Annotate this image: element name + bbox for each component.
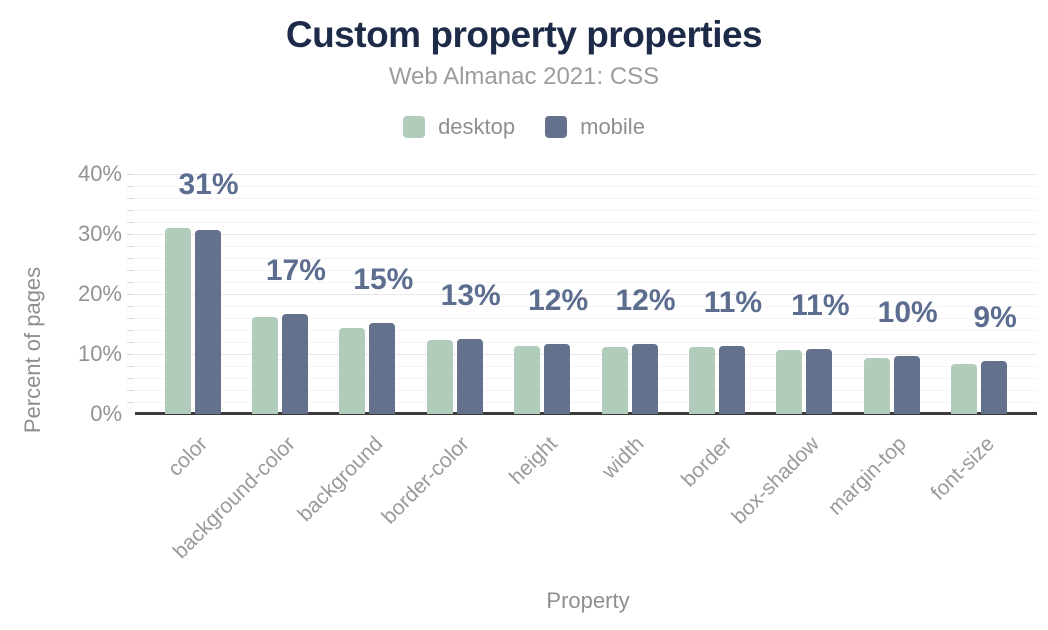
mobile-bar bbox=[981, 361, 1008, 414]
x-tick-label: height bbox=[504, 432, 562, 490]
mobile-bar bbox=[544, 343, 571, 414]
data-label: 11% bbox=[791, 288, 850, 322]
data-label: 12% bbox=[528, 283, 589, 317]
chart-title: Custom property properties bbox=[285, 14, 763, 55]
minor-gridline bbox=[135, 198, 1037, 199]
y-tick-label: 30% bbox=[77, 221, 122, 246]
y-axis-tick bbox=[127, 234, 134, 235]
y-axis-tick bbox=[127, 174, 134, 175]
mobile-bar bbox=[369, 322, 396, 414]
data-label: 13% bbox=[440, 279, 501, 312]
mobile-swatch-icon bbox=[545, 116, 568, 138]
y-axis-tick bbox=[127, 222, 134, 223]
desktop-bar bbox=[164, 228, 191, 414]
mobile-bar bbox=[631, 343, 658, 414]
mobile-bar bbox=[718, 346, 745, 414]
minor-gridline bbox=[135, 210, 1037, 211]
x-tick-label: color bbox=[163, 432, 213, 481]
minor-gridline bbox=[135, 222, 1037, 223]
legend-label-desktop: desktop bbox=[438, 114, 516, 139]
y-axis-tick bbox=[127, 258, 134, 259]
data-label: 9% bbox=[973, 301, 1017, 335]
y-axis-tick bbox=[127, 342, 134, 343]
mobile-bar bbox=[806, 348, 833, 414]
y-axis-tick bbox=[127, 390, 134, 391]
minor-gridline bbox=[135, 306, 1037, 307]
data-label: 15% bbox=[353, 262, 414, 296]
minor-gridline bbox=[135, 246, 1037, 247]
y-axis-tick bbox=[127, 366, 134, 367]
minor-gridline bbox=[135, 342, 1037, 343]
mobile-bar bbox=[893, 355, 920, 414]
mobile-bar bbox=[281, 313, 308, 414]
y-tick-label: 20% bbox=[77, 281, 122, 306]
minor-gridline bbox=[135, 378, 1037, 379]
legend-item-mobile[interactable]: mobile bbox=[545, 114, 645, 140]
desktop-bar bbox=[951, 363, 978, 414]
minor-gridline bbox=[135, 366, 1037, 367]
mobile-bar bbox=[194, 229, 221, 414]
desktop-bar bbox=[863, 357, 890, 414]
major-gridline bbox=[135, 234, 1037, 235]
data-label: 10% bbox=[877, 295, 938, 329]
minor-gridline bbox=[135, 270, 1037, 271]
y-axis-tick bbox=[127, 306, 134, 307]
legend: desktop mobile bbox=[0, 114, 1048, 140]
y-axis-tick bbox=[127, 198, 134, 199]
x-tick-label: font-size bbox=[926, 432, 999, 505]
data-label: 17% bbox=[265, 253, 326, 287]
y-tick-label: 0% bbox=[90, 401, 122, 426]
y-tick-label: 40% bbox=[77, 161, 122, 186]
y-axis-tick bbox=[127, 246, 134, 247]
x-tick-label: background bbox=[293, 432, 387, 527]
minor-gridline bbox=[135, 402, 1037, 403]
y-axis-tick bbox=[127, 402, 134, 403]
data-label: 31% bbox=[178, 168, 239, 201]
desktop-bar bbox=[514, 346, 541, 414]
major-gridline bbox=[135, 174, 1037, 175]
x-tick-label: border-color bbox=[377, 432, 475, 529]
desktop-bar bbox=[251, 316, 278, 414]
chart-subtitle: Web Almanac 2021: CSS bbox=[388, 63, 660, 90]
minor-gridline bbox=[135, 282, 1037, 283]
desktop-bar bbox=[426, 340, 453, 414]
desktop-bar bbox=[776, 350, 803, 414]
y-axis-tick bbox=[127, 318, 134, 319]
minor-gridline bbox=[135, 318, 1037, 319]
y-axis-tick bbox=[127, 330, 134, 331]
legend-label-mobile: mobile bbox=[580, 114, 645, 139]
x-axis-title: Property bbox=[546, 588, 630, 613]
data-label: 12% bbox=[615, 283, 676, 317]
data-label: 11% bbox=[703, 286, 763, 320]
x-tick-label: margin-top bbox=[824, 432, 912, 520]
minor-gridline bbox=[135, 330, 1037, 331]
y-axis-tick bbox=[127, 282, 134, 283]
y-axis-tick bbox=[127, 270, 134, 271]
y-tick-label: 10% bbox=[77, 341, 122, 366]
desktop-bar bbox=[601, 347, 628, 414]
x-tick-label: box-shadow bbox=[727, 432, 824, 529]
legend-item-desktop[interactable]: desktop bbox=[403, 114, 515, 140]
minor-gridline bbox=[135, 258, 1037, 259]
minor-gridline bbox=[135, 390, 1037, 391]
y-axis-tick bbox=[127, 378, 134, 379]
x-tick-label: width bbox=[598, 432, 650, 484]
y-axis-tick bbox=[127, 210, 134, 211]
major-gridline bbox=[135, 294, 1037, 295]
desktop-bar bbox=[339, 328, 366, 414]
y-axis-tick bbox=[127, 294, 134, 295]
mobile-bar bbox=[456, 339, 483, 414]
major-gridline bbox=[135, 354, 1037, 355]
y-axis-title: Percent of pages bbox=[20, 266, 45, 434]
minor-gridline bbox=[135, 186, 1037, 187]
desktop-swatch-icon bbox=[403, 116, 426, 138]
y-axis-tick bbox=[127, 354, 134, 355]
x-axis-line bbox=[135, 412, 1037, 415]
y-axis-tick bbox=[127, 186, 134, 187]
desktop-bar bbox=[688, 346, 715, 414]
x-tick-label: border bbox=[677, 432, 737, 492]
